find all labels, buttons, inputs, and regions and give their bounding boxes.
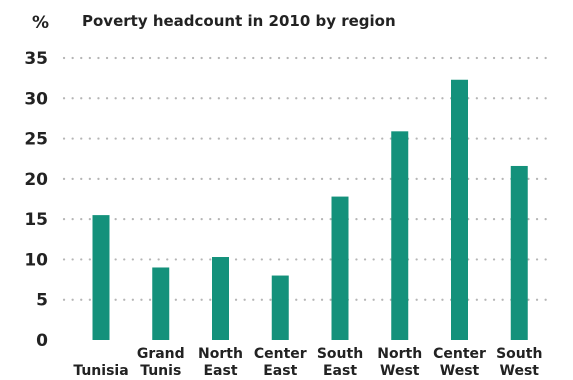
- bars: [92, 79, 528, 341]
- bar-north-east: [212, 257, 229, 340]
- y-tick-label: 30: [24, 89, 48, 109]
- x-tick-label: Center: [433, 346, 486, 362]
- x-tick-label: North: [377, 346, 422, 362]
- x-tick-label: East: [263, 363, 297, 379]
- y-tick-label: 20: [24, 170, 48, 190]
- bar-north-west: [391, 131, 409, 340]
- chart-title: Poverty headcount in 2010 by region: [82, 12, 396, 30]
- x-axis-labels: TunisiaGrandTunisNorthEastCenterEastSout…: [73, 346, 542, 379]
- grid-lines: [62, 56, 550, 301]
- x-tick-label: West: [380, 363, 420, 379]
- x-tick-label: West: [500, 363, 540, 379]
- y-tick-label: 0: [36, 331, 48, 351]
- x-tick-label: Grand: [137, 346, 185, 362]
- bar-south-west: [510, 165, 528, 340]
- x-tick-label: East: [323, 363, 357, 379]
- bar-grand-tunis: [152, 267, 170, 340]
- x-tick-label: East: [203, 363, 237, 379]
- x-tick-label: South: [496, 346, 542, 362]
- y-tick-label: 25: [24, 130, 48, 150]
- x-tick-label: North: [198, 346, 243, 362]
- y-tick-label: 10: [24, 250, 48, 270]
- x-tick-label: Tunisia: [73, 363, 128, 379]
- y-tick-label: 35: [24, 49, 48, 69]
- x-tick-label: South: [317, 346, 363, 362]
- bar-center-east: [271, 275, 289, 340]
- y-tick-label: 15: [24, 210, 48, 230]
- y-tick-label: 5: [36, 291, 48, 311]
- bar-tunisia: [92, 215, 110, 340]
- bar-center-west: [451, 79, 468, 341]
- x-tick-label: Center: [254, 346, 307, 362]
- y-axis-ticks: 0 5 10 15 20 25 30 35: [24, 49, 48, 351]
- x-tick-label: Tunis: [140, 363, 181, 379]
- y-unit-label: %: [32, 13, 49, 33]
- bar-south-east: [331, 196, 349, 340]
- x-tick-label: West: [440, 363, 480, 379]
